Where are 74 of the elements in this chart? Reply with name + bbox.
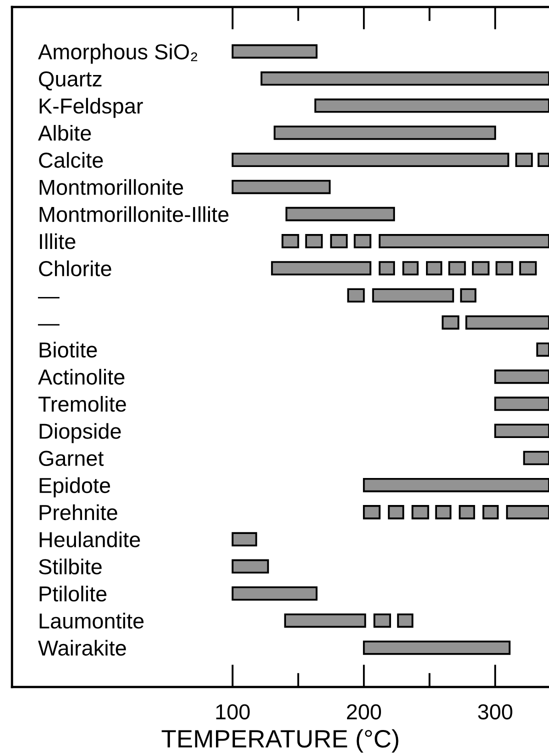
y-tick-label: K-Feldspar	[40, 98, 143, 118]
bar	[347, 288, 365, 303]
bar	[472, 261, 490, 276]
bar	[372, 288, 454, 303]
bar	[260, 71, 549, 86]
bar	[388, 505, 404, 520]
bar	[506, 505, 549, 520]
bar	[378, 261, 395, 276]
bar	[442, 315, 460, 330]
bar	[435, 505, 452, 520]
y-tick-label: Illite	[40, 233, 76, 250]
x-tick-label: 300	[478, 704, 512, 720]
bar	[274, 126, 496, 140]
y-tick-label: Heulandite	[40, 531, 140, 548]
x-axis-title: TEMPERATURE (°C)	[162, 729, 398, 753]
bar	[282, 234, 300, 248]
y-tick-label: Ptilolite	[40, 586, 106, 602]
y-tick-label: Chlorite	[39, 260, 112, 276]
bar	[373, 613, 392, 628]
y-tick-label: Quartz	[38, 71, 102, 90]
y-tick-label: Tremolite	[38, 396, 126, 412]
bar	[536, 342, 549, 357]
y-tick-label: Laumontite	[40, 612, 144, 629]
bar	[397, 613, 414, 628]
bar	[232, 559, 269, 574]
y-tick-label: Diopside	[40, 423, 121, 444]
bar	[232, 180, 331, 194]
bar	[460, 288, 476, 303]
bar	[426, 261, 442, 276]
bar	[362, 478, 549, 492]
bar	[496, 261, 514, 276]
bar	[232, 532, 258, 546]
bar	[448, 261, 466, 276]
bar	[305, 234, 323, 248]
bar	[271, 261, 372, 276]
bar	[330, 234, 348, 248]
bar	[362, 505, 381, 520]
bar	[523, 450, 549, 466]
bar	[314, 98, 549, 113]
bar	[232, 44, 318, 59]
y-tick-label: Wairakite	[38, 640, 126, 656]
bar	[378, 234, 549, 248]
bar	[402, 261, 419, 276]
bar	[494, 370, 549, 384]
y-tick-label: Montmorillonite	[40, 179, 183, 195]
bar	[362, 640, 511, 655]
bar	[494, 424, 549, 438]
bar	[232, 152, 510, 167]
bar	[354, 234, 372, 248]
x-tick-label: 100	[216, 704, 250, 720]
bar	[519, 261, 537, 276]
y-tick-label: Epidote	[40, 477, 110, 498]
y-tick-label: Montmorillonite-Illite	[40, 206, 228, 222]
bar	[412, 505, 430, 520]
bar	[232, 586, 318, 601]
x-tick-label: 200	[347, 704, 381, 720]
y-tick-label: —	[38, 296, 60, 298]
y-tick-label: Stilbite	[38, 558, 102, 574]
y-tick-label: Amorphous SiO₂	[38, 44, 198, 64]
bar	[458, 505, 476, 520]
y-tick-label: Calcite	[39, 152, 103, 168]
y-tick-label: Prehnite	[40, 504, 118, 520]
bar	[284, 613, 366, 628]
y-tick-label: Biotite	[40, 342, 97, 358]
y-tick-label: Actinolite	[38, 368, 124, 385]
bar	[482, 505, 499, 520]
bar	[286, 206, 395, 222]
bar	[538, 152, 549, 167]
bar	[515, 152, 533, 167]
bar	[494, 396, 549, 411]
y-tick-label: Garnet	[39, 450, 104, 466]
bar	[465, 315, 549, 330]
y-tick-label: Albite	[38, 124, 91, 141]
y-tick-label: —	[38, 324, 60, 326]
